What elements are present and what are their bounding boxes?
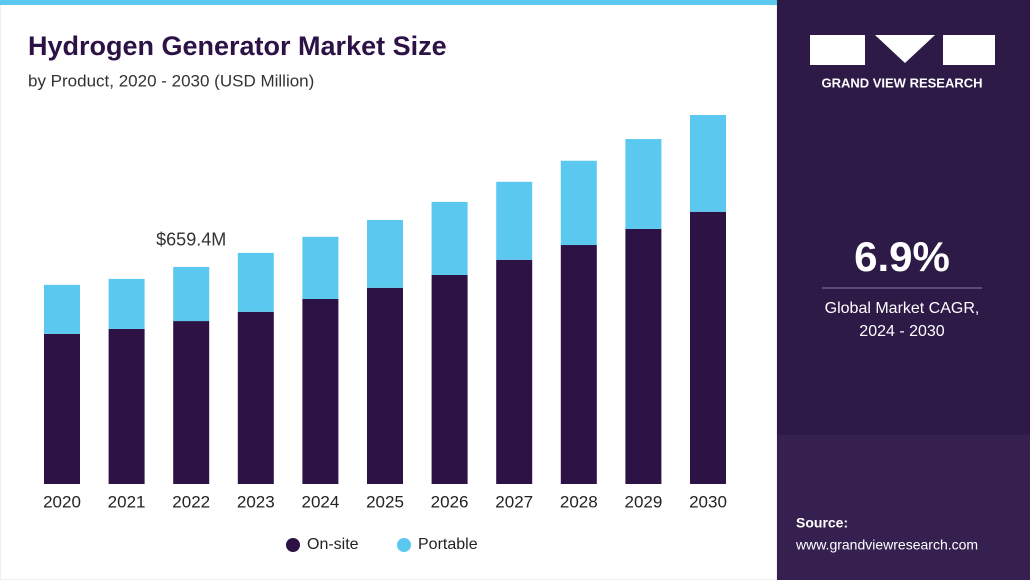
bar bbox=[108, 278, 145, 329]
x-tick-label: 2024 bbox=[301, 492, 339, 511]
legend-label: Portable bbox=[418, 536, 478, 553]
cagr-label: Global Market CAGR, bbox=[825, 300, 980, 317]
bar bbox=[237, 252, 274, 312]
legend-swatch bbox=[397, 538, 411, 552]
logo-block bbox=[875, 35, 935, 63]
bar bbox=[431, 201, 468, 275]
bar bbox=[237, 311, 274, 484]
source-panel bbox=[777, 435, 1030, 580]
bar bbox=[302, 236, 339, 300]
x-tick-label: 2029 bbox=[624, 492, 662, 511]
bar bbox=[302, 299, 339, 484]
bar bbox=[108, 328, 145, 484]
bar bbox=[560, 160, 597, 246]
x-tick-label: 2021 bbox=[108, 492, 146, 511]
x-tick-label: 2023 bbox=[237, 492, 275, 511]
source-label: Source: bbox=[796, 515, 848, 531]
bar bbox=[625, 228, 662, 484]
logo: GRAND VIEW RESEARCH bbox=[810, 35, 995, 90]
bar bbox=[690, 211, 726, 484]
bar bbox=[625, 139, 662, 229]
bar bbox=[496, 259, 533, 484]
bar bbox=[367, 287, 403, 484]
bar bbox=[44, 333, 80, 484]
bar bbox=[496, 181, 533, 260]
legend-label: On-site bbox=[307, 536, 359, 553]
cagr-label: 2024 - 2030 bbox=[859, 323, 945, 340]
brand: GRAND VIEW RESEARCH bbox=[821, 75, 982, 90]
x-tick-label: 2020 bbox=[43, 492, 81, 511]
cagr-value: 6.9% bbox=[854, 233, 950, 280]
x-tick-label: 2030 bbox=[689, 492, 727, 511]
annotation: $659.4M bbox=[156, 230, 226, 250]
legend-swatch bbox=[286, 538, 300, 552]
x-tick-label: 2022 bbox=[172, 492, 210, 511]
chart-subtitle: by Product, 2020 - 2030 (USD Million) bbox=[28, 71, 314, 90]
chart-title: Hydrogen Generator Market Size bbox=[28, 31, 447, 61]
x-tick-label: 2026 bbox=[431, 492, 469, 511]
logo-block bbox=[943, 35, 995, 65]
bar bbox=[44, 284, 80, 334]
bar bbox=[173, 266, 210, 322]
bar bbox=[173, 321, 210, 484]
bar bbox=[560, 245, 597, 484]
x-tick-label: 2028 bbox=[560, 492, 598, 511]
logo-block bbox=[810, 35, 865, 65]
top-strip bbox=[0, 0, 777, 5]
bar bbox=[690, 115, 726, 212]
bar bbox=[431, 274, 468, 484]
source-url: www.grandviewresearch.com bbox=[795, 537, 978, 553]
bar bbox=[367, 220, 403, 288]
x-tick-label: 2027 bbox=[495, 492, 533, 511]
x-tick-label: 2025 bbox=[366, 492, 404, 511]
